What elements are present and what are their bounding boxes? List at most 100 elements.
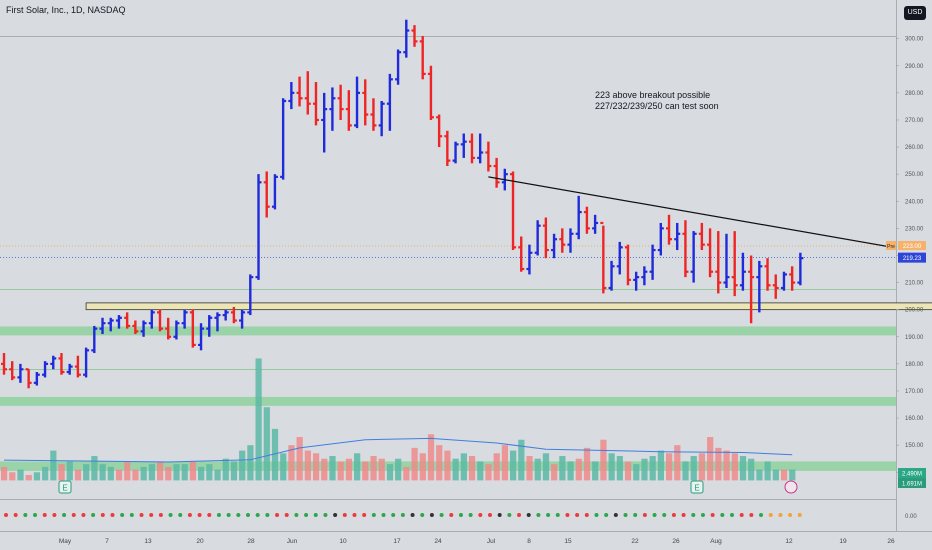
volume-bar <box>772 469 779 481</box>
x-tick-label: 17 <box>393 538 401 545</box>
indicator-dot <box>81 513 86 517</box>
pre-tag-box <box>886 240 896 250</box>
y-tick-label: 260.00 <box>905 145 924 151</box>
indicator-dot <box>294 513 299 517</box>
volume-bar <box>551 464 558 481</box>
ohlc-bar <box>181 309 188 329</box>
volume-bar <box>214 469 221 481</box>
indicator-dot <box>110 513 115 517</box>
indicator-dot <box>681 513 686 517</box>
flash-event-icon <box>784 480 798 494</box>
volume-bar <box>255 358 262 481</box>
indicator-dot <box>575 513 580 517</box>
indicator-dot <box>797 513 802 517</box>
x-tick-label: 22 <box>631 538 639 545</box>
volume-bar <box>173 464 180 481</box>
x-tick-label: 26 <box>672 538 680 545</box>
volume-bar <box>518 439 525 481</box>
ohlc-bar <box>280 98 287 180</box>
ohlc-bar <box>230 306 237 324</box>
indicator-dot <box>42 513 47 517</box>
x-tick-label: 19 <box>839 538 847 545</box>
indicator-dot <box>478 513 483 517</box>
volume-bar <box>682 461 689 481</box>
volume-bar <box>25 474 32 481</box>
y-tick-label: 160.00 <box>905 416 924 422</box>
indicator-axis-label: 0.00 <box>905 514 917 520</box>
volume-bar <box>386 464 394 481</box>
volume-bar <box>780 469 788 481</box>
y-tick-label: 230.00 <box>905 226 924 232</box>
ohlc-bar <box>156 309 163 332</box>
indicator-dot <box>275 513 280 517</box>
earnings-icon-label: E <box>62 484 67 493</box>
volume-bar <box>99 464 106 481</box>
volume-bar <box>370 456 377 481</box>
volume-bar <box>206 464 213 481</box>
x-tick-label: May <box>59 538 72 545</box>
volume-bar <box>9 472 16 481</box>
indicator-dot <box>168 513 173 517</box>
support-zone-box <box>85 302 932 311</box>
indicator-dot <box>507 513 512 517</box>
volume-bar <box>271 428 279 481</box>
indicator-dot <box>71 513 76 517</box>
volume-bar <box>165 466 172 481</box>
ohlc-bar <box>649 244 656 280</box>
volume-bar <box>616 456 623 481</box>
ohlc-bar <box>797 252 804 286</box>
ohlc-bar <box>485 141 492 172</box>
volume-bar <box>641 458 648 481</box>
ohlc-bar <box>772 274 779 299</box>
indicator-dot <box>236 513 241 517</box>
ohlc-bar <box>723 233 730 288</box>
volume-bar <box>288 445 295 481</box>
ohlc-bar <box>288 82 295 110</box>
ohlc-bar <box>173 320 180 340</box>
x-tick-label: 15 <box>564 538 572 545</box>
indicator-dot <box>458 513 463 517</box>
volume-bar <box>362 461 369 481</box>
indicator-dot <box>778 513 783 517</box>
ohlc-bar <box>427 65 434 120</box>
y-tick-label: 270.00 <box>905 118 924 124</box>
y-tick-label: 280.00 <box>905 91 924 97</box>
earnings-icon <box>690 480 704 494</box>
indicator-dot <box>420 513 425 517</box>
ohlc-bar <box>674 222 681 251</box>
volume-bar <box>107 466 114 481</box>
ohlc-bar <box>518 236 525 272</box>
ohlc-bar <box>337 84 344 120</box>
volume-bar <box>403 466 410 481</box>
indicator-dot <box>497 513 502 517</box>
volume-bar <box>239 450 246 481</box>
indicator-dot <box>313 513 318 517</box>
ohlc-bar <box>107 317 114 332</box>
indicator-dot <box>362 513 367 517</box>
currency-badge[interactable]: USD <box>904 6 926 20</box>
indicator-dot <box>333 513 338 517</box>
indicator-dot <box>255 513 260 517</box>
ohlc-bar <box>140 320 147 337</box>
volume-bar <box>83 464 90 481</box>
ohlc-bar <box>731 231 738 297</box>
indicator-dot <box>52 513 57 517</box>
volume-bar <box>132 469 139 481</box>
volume-bar <box>296 437 303 481</box>
indicator-dot <box>517 513 522 517</box>
y-tick-label: 240.00 <box>905 199 924 205</box>
x-tick-label: Aug <box>710 538 722 545</box>
y-tick-label: 250.00 <box>905 172 924 178</box>
indicator-dot <box>410 513 415 517</box>
indicator-dot <box>352 513 357 517</box>
ohlc-bar <box>386 73 393 131</box>
x-tick-label: 24 <box>434 538 442 545</box>
volume-label-box <box>898 478 926 488</box>
volume-bar <box>148 464 155 481</box>
indicator-dot <box>759 513 764 517</box>
x-tick-label: 20 <box>196 538 204 545</box>
ohlc-bar <box>124 312 131 329</box>
ohlc-bar <box>239 309 246 329</box>
